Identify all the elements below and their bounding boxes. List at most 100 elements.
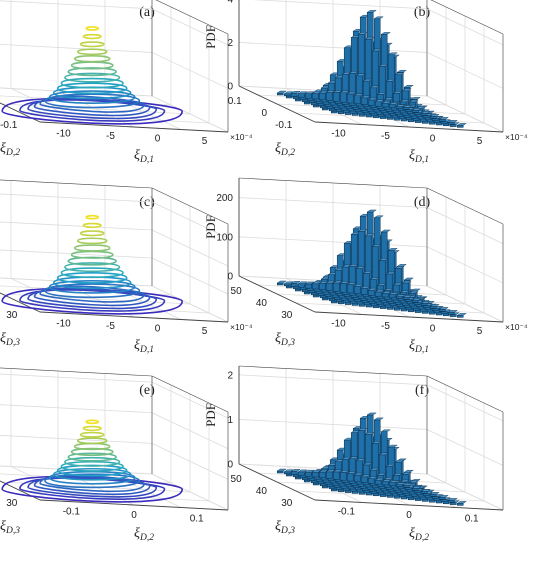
- bar: [325, 282, 333, 291]
- z-tick-label: 0: [227, 460, 233, 471]
- bar: [422, 493, 430, 496]
- x-tick-label: 0: [430, 323, 436, 334]
- contour-level: [70, 250, 114, 259]
- bar-top: [402, 105, 413, 108]
- bar-top: [369, 467, 380, 471]
- bar: [447, 122, 455, 125]
- panel-title: (d): [414, 195, 431, 210]
- panel-f: (f) 0 1 2 PDF -0.1 0 0.1 ξD,2 50 40 30 ξD,3: [203, 365, 504, 543]
- bar: [290, 471, 298, 475]
- bar: [297, 93, 305, 98]
- bar-top: [438, 307, 449, 310]
- bar-top: [369, 277, 380, 280]
- x-axis-label: ξD,1: [134, 148, 154, 165]
- bar-top: [447, 498, 458, 501]
- contour-level: [76, 48, 108, 56]
- grid-line: [0, 87, 153, 97]
- bar-top: [381, 291, 392, 294]
- bar: [276, 92, 284, 96]
- bar-top: [410, 97, 421, 100]
- bar-top: [360, 474, 371, 478]
- contour-level: [33, 97, 151, 117]
- bar-top: [376, 472, 387, 476]
- bar-top: [411, 298, 422, 301]
- x-axis-label-sub: D,1: [414, 155, 429, 165]
- bar: [456, 125, 464, 128]
- bar-top: [332, 469, 343, 473]
- bar-top: [290, 469, 301, 472]
- bar-top: [339, 470, 350, 473]
- bar-top: [276, 280, 287, 284]
- x-tick-label: 5: [202, 326, 208, 337]
- contour-level: [82, 33, 102, 40]
- bar: [332, 471, 340, 480]
- bar-top: [325, 90, 336, 93]
- x-exponent: ×10⁻⁴: [505, 132, 528, 142]
- bar-top: [380, 32, 391, 35]
- contour-level: [73, 55, 111, 63]
- bar: [449, 314, 457, 317]
- bar: [388, 482, 396, 487]
- bar: [388, 294, 396, 299]
- y-tick-label: 30: [6, 310, 18, 321]
- grid-line: [0, 373, 153, 383]
- box-edge: [0, 179, 153, 189]
- bar: [449, 502, 457, 505]
- bar: [449, 124, 457, 127]
- bar: [318, 471, 326, 479]
- bar-top: [367, 97, 378, 101]
- bar-top: [385, 271, 396, 275]
- bar-top: [367, 476, 378, 479]
- contour-level: [85, 214, 100, 220]
- x-tick-label: -0.1: [338, 507, 356, 518]
- box-edge: [426, 187, 504, 225]
- bar-top: [385, 79, 396, 82]
- bar: [420, 113, 428, 116]
- panel-title: (e): [139, 383, 155, 398]
- z-tick-label: 100: [216, 232, 233, 243]
- contour-level: [56, 464, 128, 477]
- bar: [360, 476, 368, 483]
- bar-top: [399, 290, 410, 293]
- y-axis-label: ξD,2: [0, 141, 20, 158]
- contour-level: [79, 230, 105, 237]
- bar: [290, 93, 298, 97]
- bar: [438, 309, 446, 312]
- contour-level: [48, 470, 136, 485]
- x-axis-line: [39, 121, 229, 133]
- contour-level: [56, 272, 128, 284]
- bar-top: [297, 281, 308, 284]
- bar-top: [290, 91, 301, 94]
- x-tick-label: -10: [56, 128, 71, 139]
- bar: [429, 306, 437, 309]
- box-edge: [0, 367, 153, 377]
- bar-top: [420, 489, 431, 492]
- contour-level: [73, 442, 111, 451]
- panel-a: (a)024×10⁴PDF-10-505×10⁻⁴ξD,10.10-0.1ξD,…: [0, 0, 253, 165]
- bar-top: [355, 458, 366, 461]
- bar: [346, 93, 354, 104]
- x-tick-label: -10: [56, 318, 71, 329]
- bar: [367, 289, 375, 296]
- bar: [332, 92, 340, 102]
- bar: [381, 293, 389, 298]
- bar-top: [402, 295, 413, 298]
- x-tick-label: -5: [381, 321, 390, 332]
- panel-b: (b)024×10⁴PDF-10-505×10⁻⁴ξD,10.10-0.1ξD,…: [203, 0, 528, 165]
- bar-top: [357, 229, 368, 232]
- bar-top: [373, 16, 384, 19]
- bar-top: [332, 280, 343, 284]
- y-tick-label: 30: [281, 498, 293, 509]
- bar: [413, 302, 421, 305]
- bar-top: [374, 289, 385, 293]
- bar-top: [456, 313, 467, 316]
- y-tick-label: 50: [231, 286, 243, 297]
- contour-level: [27, 98, 158, 120]
- x-tick-label: -10: [331, 128, 346, 139]
- bar: [411, 488, 419, 491]
- x-exponent: ×10⁻⁴: [230, 322, 253, 332]
- bar-top: [374, 477, 385, 481]
- contour-level: [60, 77, 124, 89]
- y-axis-line: [238, 85, 316, 123]
